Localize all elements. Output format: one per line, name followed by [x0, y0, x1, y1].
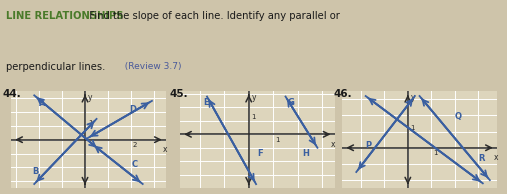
Text: D: D	[129, 105, 136, 114]
Text: E: E	[203, 98, 209, 107]
Text: Find the slope of each line. Identify any parallel or: Find the slope of each line. Identify an…	[83, 11, 340, 21]
Text: C: C	[131, 160, 137, 169]
Text: P: P	[366, 141, 372, 150]
Text: x: x	[162, 145, 167, 153]
Text: 46.: 46.	[334, 89, 352, 99]
Text: LINE RELATIONSHIPS: LINE RELATIONSHIPS	[6, 11, 124, 21]
Text: (Review 3.7): (Review 3.7)	[119, 62, 181, 71]
Text: x: x	[331, 140, 336, 149]
Text: 1: 1	[276, 137, 280, 143]
Text: 45.: 45.	[170, 89, 189, 99]
Text: G: G	[288, 98, 295, 107]
Text: H: H	[303, 149, 310, 158]
Text: 1: 1	[88, 120, 92, 126]
Text: F: F	[257, 149, 263, 158]
Text: R: R	[478, 154, 485, 163]
Text: y: y	[251, 93, 256, 101]
Text: 2: 2	[132, 142, 137, 148]
Text: 1: 1	[411, 125, 415, 131]
Text: 1: 1	[433, 150, 438, 156]
Text: 1: 1	[251, 114, 256, 120]
Text: 44.: 44.	[3, 89, 21, 99]
Text: A: A	[39, 99, 45, 108]
Text: Q: Q	[455, 112, 462, 121]
Text: x: x	[493, 153, 498, 162]
Text: y: y	[411, 93, 415, 102]
Text: y: y	[88, 93, 92, 102]
Text: B: B	[32, 167, 39, 176]
Text: perpendicular lines.: perpendicular lines.	[6, 62, 105, 73]
